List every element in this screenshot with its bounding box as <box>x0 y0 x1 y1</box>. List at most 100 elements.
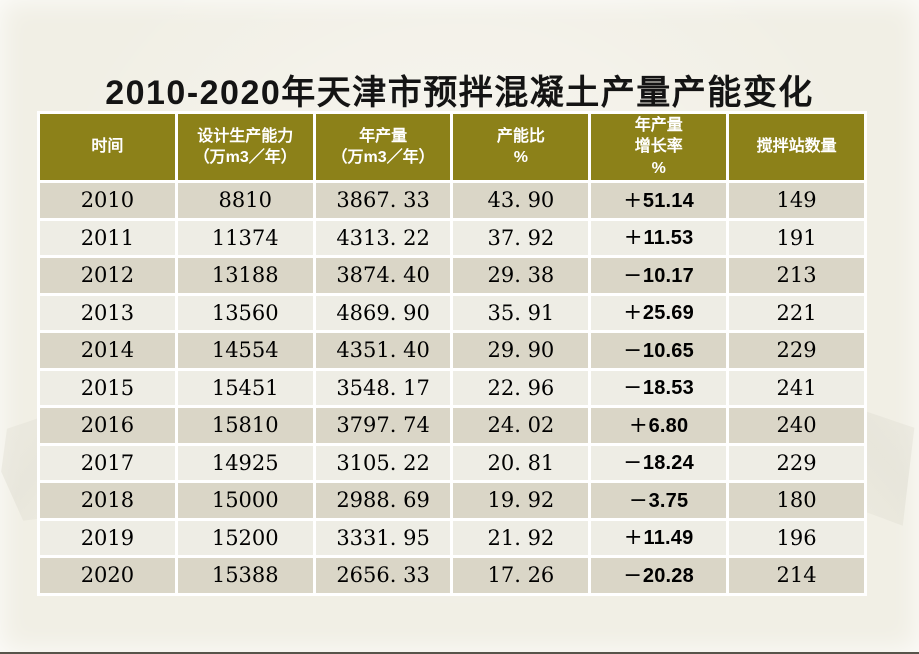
cell-annual-output: 3867. 33 <box>315 183 451 218</box>
cell-station-count: 149 <box>729 183 864 218</box>
table-row: 2020 15388 2656. 33 17. 26 −20.28 214 <box>40 558 864 593</box>
table-row: 2018 15000 2988. 69 19. 92 −3.75 180 <box>40 483 864 518</box>
table-row: 2012 13188 3874. 40 29. 38 −10.17 213 <box>40 258 864 293</box>
cell-growth-rate: +25.69 <box>591 295 727 330</box>
cell-capacity-ratio: 20. 81 <box>453 445 589 480</box>
cell-year: 2017 <box>40 445 175 480</box>
cell-capacity-ratio: 17. 26 <box>453 558 589 593</box>
cell-capacity-ratio: 21. 92 <box>453 520 589 555</box>
cell-annual-output: 3797. 74 <box>315 408 451 443</box>
growth-number: 10.65 <box>642 339 694 362</box>
cell-year: 2011 <box>40 220 175 255</box>
growth-sign: − <box>629 487 648 513</box>
cell-station-count: 221 <box>729 295 864 330</box>
cell-design-capacity: 14554 <box>177 333 313 368</box>
data-table: 时间 设计生产能力 （万m3／年） 年产量 （万m3／年） 产能比 % 年产量 … <box>37 111 867 596</box>
growth-sign: − <box>623 450 642 476</box>
cell-year: 2019 <box>40 520 175 555</box>
growth-number: 25.69 <box>642 302 694 325</box>
cell-year: 2010 <box>40 183 175 218</box>
growth-number: 11.49 <box>643 527 694 550</box>
cell-year: 2014 <box>40 333 175 368</box>
table-row: 2013 13560 4869. 90 35. 91 +25.69 221 <box>40 295 864 330</box>
cell-year: 2018 <box>40 483 175 518</box>
cell-capacity-ratio: 37. 92 <box>453 220 589 255</box>
col-header-time: 时间 <box>40 114 175 180</box>
growth-number: 3.75 <box>648 489 689 512</box>
cell-station-count: 213 <box>729 258 864 293</box>
cell-year: 2016 <box>40 408 175 443</box>
col-header-annual-output: 年产量 （万m3／年） <box>315 114 451 180</box>
cell-design-capacity: 14925 <box>177 445 313 480</box>
col-header-station-count: 搅拌站数量 <box>729 114 864 180</box>
table-row: 2011 11374 4313. 22 37. 92 +11.53 191 <box>40 220 864 255</box>
cell-growth-rate: −18.53 <box>591 370 727 405</box>
cell-annual-output: 4351. 40 <box>315 333 451 368</box>
cell-station-count: 191 <box>729 220 864 255</box>
cell-station-count: 229 <box>729 445 864 480</box>
growth-number: 20.28 <box>642 564 694 587</box>
growth-number: 10.17 <box>642 264 694 287</box>
cell-design-capacity: 15200 <box>177 520 313 555</box>
cell-annual-output: 3331. 95 <box>315 520 451 555</box>
growth-sign: − <box>623 337 642 363</box>
cell-annual-output: 3548. 17 <box>315 370 451 405</box>
cell-capacity-ratio: 24. 02 <box>453 408 589 443</box>
header-row: 时间 设计生产能力 （万m3／年） 年产量 （万m3／年） 产能比 % 年产量 … <box>40 114 864 180</box>
cell-station-count: 196 <box>729 520 864 555</box>
cell-growth-rate: −10.17 <box>591 258 727 293</box>
cell-design-capacity: 13560 <box>177 295 313 330</box>
cell-growth-rate: +11.49 <box>591 520 727 555</box>
cell-annual-output: 3874. 40 <box>315 258 451 293</box>
cell-annual-output: 4869. 90 <box>315 295 451 330</box>
growth-sign: + <box>629 412 648 438</box>
cell-annual-output: 2988. 69 <box>315 483 451 518</box>
growth-sign: + <box>624 525 643 551</box>
cell-capacity-ratio: 35. 91 <box>453 295 589 330</box>
cell-station-count: 214 <box>729 558 864 593</box>
growth-number: 18.24 <box>642 452 694 475</box>
cell-growth-rate: −3.75 <box>591 483 727 518</box>
growth-number: 11.53 <box>643 227 694 250</box>
cell-station-count: 241 <box>729 370 864 405</box>
growth-number: 51.14 <box>642 189 694 212</box>
cell-growth-rate: −20.28 <box>591 558 727 593</box>
growth-sign: + <box>624 225 643 251</box>
cell-design-capacity: 15388 <box>177 558 313 593</box>
table-row: 2017 14925 3105. 22 20. 81 −18.24 229 <box>40 445 864 480</box>
cell-growth-rate: +11.53 <box>591 220 727 255</box>
table-row: 2010 8810 3867. 33 43. 90 +51.14 149 <box>40 183 864 218</box>
growth-sign: − <box>623 562 642 588</box>
cell-station-count: 240 <box>729 408 864 443</box>
cell-year: 2013 <box>40 295 175 330</box>
cell-station-count: 229 <box>729 333 864 368</box>
cell-year: 2012 <box>40 258 175 293</box>
table-body: 2010 8810 3867. 33 43. 90 +51.14 149 201… <box>40 183 864 593</box>
table-row: 2014 14554 4351. 40 29. 90 −10.65 229 <box>40 333 864 368</box>
table-row: 2019 15200 3331. 95 21. 92 +11.49 196 <box>40 520 864 555</box>
cell-design-capacity: 8810 <box>177 183 313 218</box>
cell-year: 2015 <box>40 370 175 405</box>
cell-annual-output: 4313. 22 <box>315 220 451 255</box>
cell-capacity-ratio: 29. 90 <box>453 333 589 368</box>
cell-design-capacity: 15810 <box>177 408 313 443</box>
col-header-capacity-ratio: 产能比 % <box>453 114 589 180</box>
cell-station-count: 180 <box>729 483 864 518</box>
cell-capacity-ratio: 22. 96 <box>453 370 589 405</box>
growth-number: 6.80 <box>648 414 689 437</box>
growth-sign: + <box>623 300 642 326</box>
cell-annual-output: 3105. 22 <box>315 445 451 480</box>
page-title: 2010-2020年天津市预拌混凝土产量产能变化 <box>105 73 814 112</box>
table-row: 2016 15810 3797. 74 24. 02 +6.80 240 <box>40 408 864 443</box>
cell-growth-rate: +6.80 <box>591 408 727 443</box>
cell-design-capacity: 13188 <box>177 258 313 293</box>
cell-design-capacity: 15000 <box>177 483 313 518</box>
cell-design-capacity: 11374 <box>177 220 313 255</box>
growth-number: 18.53 <box>642 377 694 400</box>
cell-capacity-ratio: 19. 92 <box>453 483 589 518</box>
cell-capacity-ratio: 43. 90 <box>453 183 589 218</box>
growth-sign: + <box>623 187 642 213</box>
growth-sign: − <box>623 262 642 288</box>
cell-growth-rate: −10.65 <box>591 333 727 368</box>
